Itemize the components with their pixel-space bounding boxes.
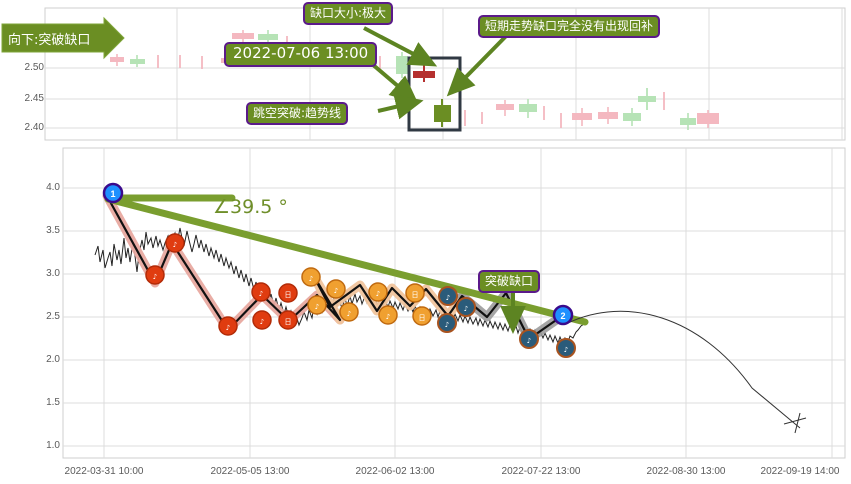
main-chart-ytick-4: 2.0	[46, 354, 60, 365]
main-chart-xtick-5: 2022-09-19 14:00	[760, 466, 840, 477]
svg-text:♪: ♪	[153, 273, 157, 281]
main-chart-xtick-2: 2022-06-02 13:00	[355, 466, 435, 477]
top-chart-ytick-0: 2.50	[24, 62, 44, 73]
svg-text:♪: ♪	[564, 346, 568, 354]
callout-gap-size[interactable]: 缺口大小:极大	[303, 2, 394, 25]
svg-text:1: 1	[110, 189, 115, 199]
svg-text:♪: ♪	[527, 337, 531, 345]
trend-angle-lines	[104, 194, 589, 326]
callout-date[interactable]: 2022-07-06 13:00	[224, 42, 378, 67]
main-chart-xtick-4: 2022-08-30 13:00	[646, 466, 726, 477]
svg-text:♪: ♪	[445, 321, 449, 329]
callout-arrows-top	[363, 26, 514, 120]
angle-annotation: ∠39.5 °	[213, 196, 288, 218]
svg-text:♪: ♪	[315, 303, 319, 311]
svg-text:♪: ♪	[260, 318, 264, 326]
top-chart-ytick-1: 2.45	[24, 93, 44, 104]
svg-text:♪: ♪	[347, 310, 351, 318]
svg-text:♪: ♪	[334, 287, 338, 295]
svg-text:日: 日	[412, 291, 419, 299]
top-chart-plot	[44, 7, 846, 141]
svg-text:日: 日	[285, 291, 292, 299]
top-chart-ytick-2: 2.40	[24, 122, 44, 133]
callout-no-refill[interactable]: 短期走势缺口完全没有出现回补	[478, 15, 661, 38]
zigzag-line	[106, 195, 563, 341]
down-breakout-banner-shape	[1, 16, 125, 60]
svg-text:♪: ♪	[446, 294, 450, 302]
callout-gap-breakout-trendline[interactable]: 跳空突破:趋势线	[246, 102, 349, 125]
down-breakout-banner[interactable]: 向下:突破缺口	[2, 22, 124, 54]
main-chart-xtick-1: 2022-05-05 13:00	[210, 466, 290, 477]
marker-point-1[interactable]: 1	[102, 182, 124, 204]
main-chart-ytick-0: 4.0	[46, 182, 60, 193]
down-breakout-banner-label: 向下:突破缺口	[8, 33, 91, 48]
svg-text:♪: ♪	[464, 305, 468, 313]
svg-text:♪: ♪	[309, 275, 313, 283]
svg-text:2: 2	[560, 311, 565, 321]
svg-text:♪: ♪	[259, 290, 263, 298]
main-chart-ytick-5: 1.5	[46, 397, 60, 408]
main-chart-ytick-1: 3.5	[46, 225, 60, 236]
callout-breakout-gap[interactable]: 突破缺口	[478, 270, 541, 293]
svg-text:♪: ♪	[386, 313, 390, 321]
main-chart-xtick-3: 2022-07-22 13:00	[501, 466, 581, 477]
zigzag-markers: ♪ ♪ ♪ ♪ ♪ 日 日 ♪	[102, 182, 576, 358]
main-chart-plot: ♪ ♪ ♪ ♪ ♪ 日 日 ♪	[62, 147, 846, 459]
main-chart-ytick-3: 2.5	[46, 311, 60, 322]
svg-text:♪: ♪	[376, 290, 380, 298]
forecast-arc	[567, 310, 801, 429]
main-chart-ytick-6: 1.0	[46, 440, 60, 451]
svg-text:日: 日	[285, 318, 292, 326]
marker-point-2[interactable]: 2	[552, 304, 574, 326]
svg-text:日: 日	[419, 314, 426, 322]
svg-text:♪: ♪	[173, 241, 177, 249]
main-chart-xtick-0: 2022-03-31 10:00	[64, 466, 144, 477]
main-chart-ytick-2: 3.0	[46, 268, 60, 279]
svg-text:♪: ♪	[226, 324, 230, 332]
